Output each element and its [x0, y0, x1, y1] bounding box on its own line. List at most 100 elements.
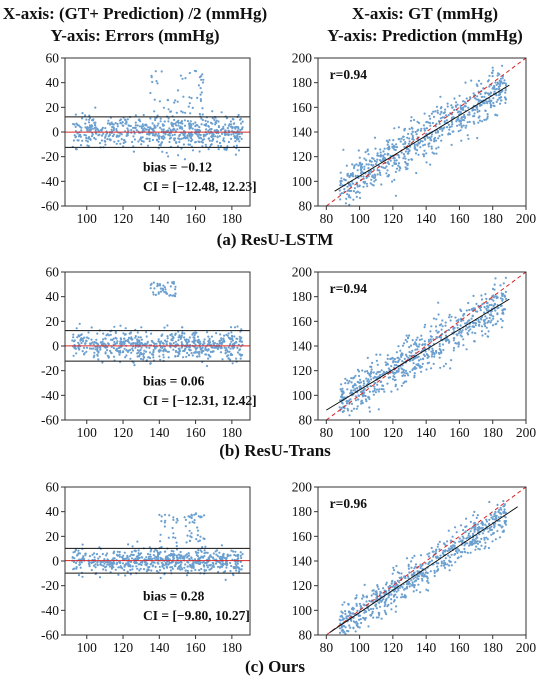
x-tick-label: 140	[149, 211, 170, 226]
data-point	[338, 189, 341, 192]
data-point	[400, 137, 403, 140]
data-point	[132, 553, 135, 557]
y-tick-label: 180	[292, 289, 313, 304]
y-tick-label: 120	[292, 363, 313, 378]
data-point	[151, 138, 154, 142]
data-point	[190, 569, 193, 572]
data-point	[340, 177, 343, 180]
y-tick-label: 20	[46, 529, 60, 544]
data-point	[464, 322, 467, 325]
data-point	[219, 351, 223, 354]
data-point	[167, 120, 170, 123]
data-point	[228, 123, 231, 126]
data-point	[349, 174, 352, 177]
data-point	[171, 128, 174, 131]
data-point	[158, 137, 161, 140]
data-point	[438, 540, 441, 544]
data-point	[168, 137, 171, 140]
data-point	[414, 342, 417, 345]
data-point	[430, 340, 433, 343]
data-point	[430, 135, 433, 138]
data-point	[417, 121, 421, 125]
data-point	[364, 151, 367, 154]
x-tick-label: 200	[516, 640, 537, 655]
data-point	[402, 143, 405, 146]
data-point	[81, 575, 84, 578]
data-point	[386, 362, 389, 365]
data-point	[184, 111, 187, 114]
data-point	[206, 551, 209, 554]
data-point	[387, 141, 390, 144]
data-point	[100, 129, 103, 132]
fit-line	[326, 298, 510, 411]
data-point	[186, 351, 189, 355]
data-point	[354, 387, 357, 390]
data-point	[454, 541, 457, 544]
data-point	[104, 127, 107, 130]
data-point	[448, 128, 451, 131]
data-point	[215, 128, 218, 132]
data-point	[419, 139, 422, 143]
data-point	[408, 334, 411, 337]
data-point	[160, 128, 163, 131]
data-point	[425, 575, 428, 578]
data-point	[429, 163, 432, 166]
data-point	[144, 561, 147, 564]
data-point	[369, 375, 372, 378]
data-point	[357, 370, 361, 373]
data-point	[85, 127, 88, 130]
data-point	[413, 118, 416, 122]
data-point	[494, 113, 497, 116]
data-point	[504, 82, 507, 85]
data-point	[112, 562, 115, 566]
data-point	[466, 134, 469, 137]
data-point	[430, 147, 433, 150]
data-point	[436, 109, 439, 112]
y-tick-label: 80	[299, 413, 313, 428]
data-point	[114, 331, 117, 334]
data-point	[339, 619, 342, 622]
data-point	[197, 140, 200, 143]
data-point	[358, 602, 361, 605]
data-point	[136, 567, 139, 570]
data-point	[390, 582, 393, 585]
data-point	[87, 137, 90, 140]
data-point	[91, 341, 94, 344]
data-point	[350, 409, 353, 412]
data-point	[198, 136, 202, 139]
data-point	[370, 368, 373, 371]
data-point	[416, 577, 419, 580]
data-point	[193, 334, 196, 337]
data-point	[115, 128, 118, 131]
data-point	[493, 85, 496, 88]
data-point	[150, 548, 153, 551]
data-point	[495, 94, 498, 97]
data-point	[393, 599, 396, 602]
data-point	[425, 161, 428, 164]
y-tick-label: 140	[292, 554, 313, 569]
data-point	[234, 135, 237, 138]
data-point	[375, 594, 378, 598]
scatter-points	[71, 280, 244, 368]
data-point	[378, 605, 382, 608]
data-point	[165, 343, 168, 346]
data-point	[384, 583, 388, 586]
data-point	[465, 97, 468, 100]
data-point	[415, 171, 418, 175]
data-point	[104, 569, 107, 572]
data-point	[343, 601, 346, 604]
data-point	[428, 560, 432, 563]
data-point	[154, 555, 157, 558]
data-point	[450, 143, 453, 146]
data-point	[471, 109, 474, 112]
data-point	[180, 110, 183, 113]
data-point	[342, 391, 345, 394]
data-point	[354, 395, 357, 398]
data-point	[191, 127, 194, 130]
data-point	[126, 350, 130, 353]
data-point	[490, 528, 493, 531]
data-point	[494, 81, 497, 84]
data-point	[393, 590, 396, 593]
data-point	[158, 513, 161, 517]
data-point	[107, 356, 110, 359]
